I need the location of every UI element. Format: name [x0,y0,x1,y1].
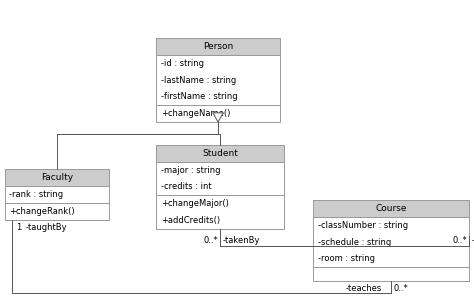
Text: Course: Course [375,204,407,213]
Text: Person: Person [203,42,233,51]
Bar [156,38,280,55]
Bar [313,217,469,267]
Bar [313,200,469,217]
Text: 1: 1 [17,223,22,232]
Text: -classNumber : string: -classNumber : string [318,221,408,230]
Text: -teaches: -teaches [346,284,382,293]
Text: -major : string: -major : string [161,166,221,174]
Text: Faculty: Faculty [41,173,73,182]
Text: -id : string: -id : string [161,59,204,68]
Text: -takes: -takes [472,236,474,245]
Text: -rank : string: -rank : string [9,190,64,199]
Bar [156,195,284,229]
Text: -lastName : string: -lastName : string [161,76,237,84]
Text: 0..*: 0..* [452,236,467,245]
Text: -room : string: -room : string [318,254,374,263]
Text: 0..*: 0..* [393,284,408,293]
Bar [156,55,280,105]
Polygon shape [213,113,223,122]
Text: -firstName : string: -firstName : string [161,92,238,101]
Text: -takenBy: -takenBy [223,236,260,245]
Bar [156,105,280,122]
Text: 0..*: 0..* [203,236,218,245]
Text: -credits : int: -credits : int [161,182,212,191]
Text: +changeRank(): +changeRank() [9,207,75,216]
Text: +addCredits(): +addCredits() [161,216,220,225]
Bar [313,267,469,281]
Bar [5,203,109,220]
Text: -schedule : string: -schedule : string [318,238,391,246]
Text: +changeMajor(): +changeMajor() [161,199,229,208]
Bar [5,169,109,186]
Text: Student: Student [202,149,238,158]
Text: -taughtBy: -taughtBy [26,223,68,232]
Bar [156,162,284,195]
Bar [156,145,284,162]
Text: +changeName(): +changeName() [161,109,230,118]
Bar [5,186,109,203]
